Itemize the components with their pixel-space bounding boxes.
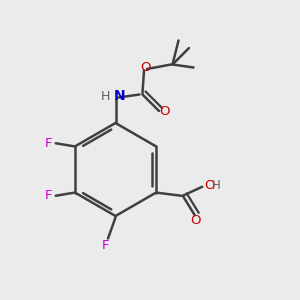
Text: O: O	[159, 104, 170, 118]
Text: O: O	[205, 179, 215, 192]
Text: H: H	[212, 179, 221, 192]
Text: O: O	[190, 214, 200, 227]
Text: N: N	[113, 89, 125, 103]
Text: F: F	[102, 239, 110, 252]
Text: H: H	[101, 89, 111, 103]
Text: F: F	[45, 189, 52, 202]
Text: F: F	[45, 137, 52, 150]
Text: O: O	[140, 61, 151, 74]
